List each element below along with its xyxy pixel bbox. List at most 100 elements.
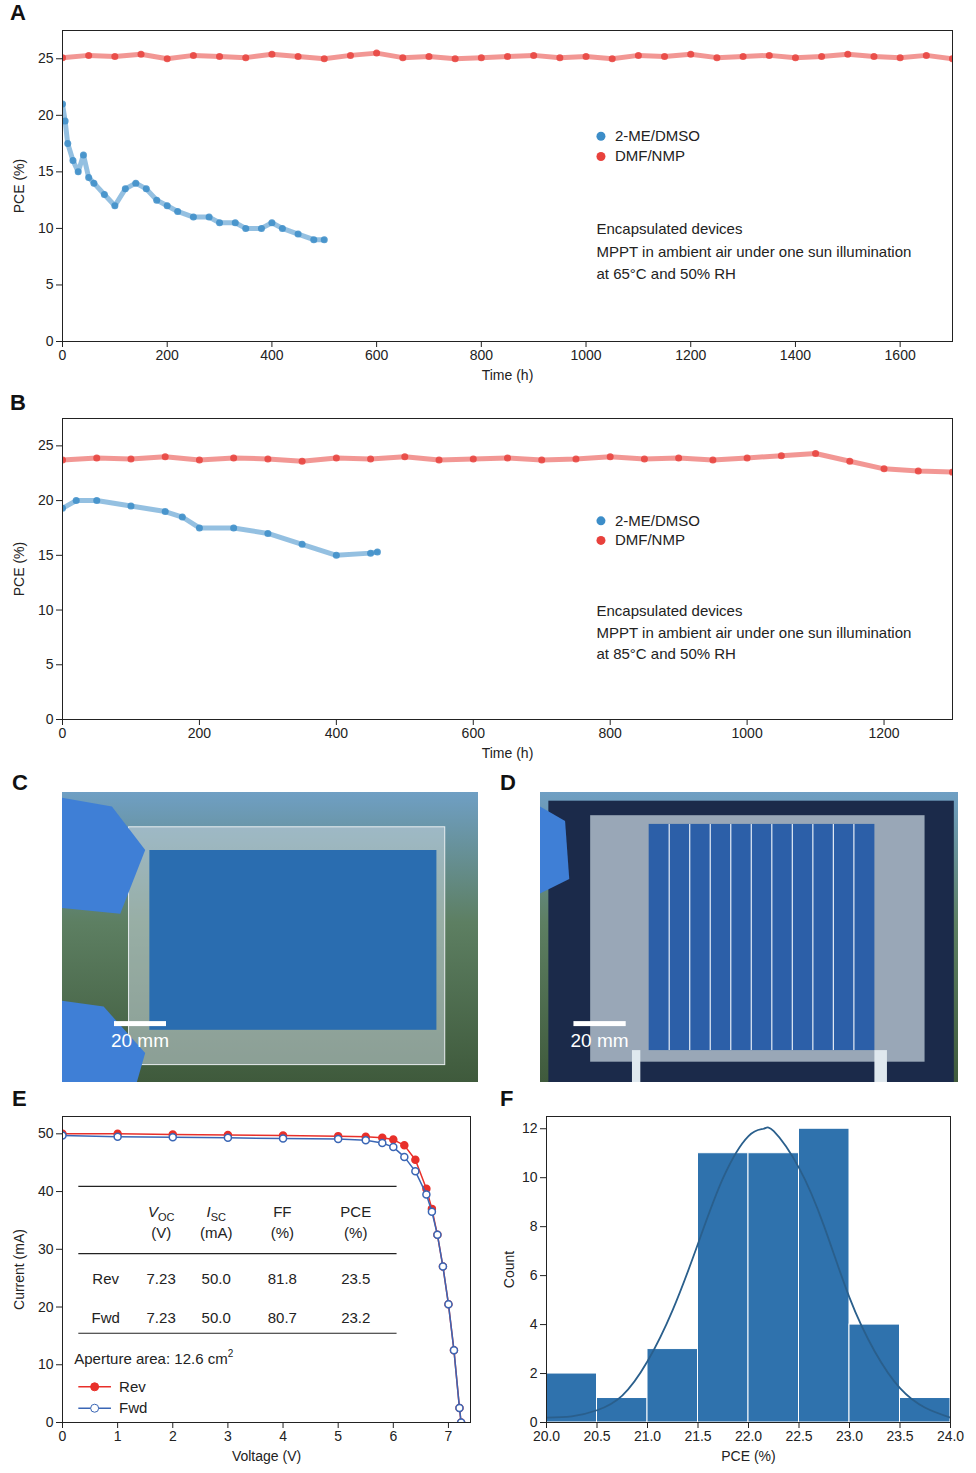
html-text:B: B: [10, 390, 26, 415]
svg-text:600: 600: [365, 347, 389, 363]
svg-text:5: 5: [46, 276, 54, 292]
svg-text:PCE (%): PCE (%): [11, 159, 27, 213]
svg-text:20: 20: [38, 492, 54, 508]
html-text:A: A: [10, 0, 26, 25]
svg-text:8: 8: [530, 1218, 538, 1234]
svg-text:3: 3: [224, 1428, 232, 1444]
svg-text:(%): (%): [271, 1224, 294, 1241]
svg-text:4: 4: [279, 1428, 287, 1444]
svg-text:21.5: 21.5: [684, 1428, 711, 1444]
svg-text:0: 0: [46, 711, 54, 727]
svg-text:22.0: 22.0: [735, 1428, 762, 1444]
svg-text:1600: 1600: [885, 347, 916, 363]
svg-text:25: 25: [38, 50, 54, 66]
svg-text:30: 30: [38, 1241, 54, 1257]
svg-text:DMF/NMP: DMF/NMP: [615, 147, 685, 164]
svg-text:800: 800: [470, 347, 494, 363]
svg-text:23.5: 23.5: [886, 1428, 913, 1444]
svg-text:PCE (%): PCE (%): [721, 1448, 775, 1464]
svg-text:0: 0: [46, 1414, 54, 1430]
svg-text:6: 6: [389, 1428, 397, 1444]
svg-text:ISC: ISC: [206, 1203, 226, 1223]
svg-text:400: 400: [325, 725, 349, 741]
svg-text:1: 1: [114, 1428, 122, 1444]
svg-text:24.0: 24.0: [937, 1428, 964, 1444]
svg-text:1000: 1000: [570, 347, 601, 363]
svg-text:50.0: 50.0: [202, 1270, 231, 1287]
svg-text:7: 7: [445, 1428, 453, 1444]
svg-text:Count: Count: [501, 1251, 517, 1288]
svg-text:Voltage (V): Voltage (V): [232, 1448, 301, 1464]
svg-text:10: 10: [522, 1169, 538, 1185]
svg-text:FF: FF: [273, 1203, 291, 1220]
svg-text:50.0: 50.0: [202, 1309, 231, 1326]
svg-text:20.0: 20.0: [533, 1428, 560, 1444]
svg-text:200: 200: [156, 347, 180, 363]
svg-text:Current (mA): Current (mA): [11, 1229, 27, 1310]
svg-text:2-ME/DMSO: 2-ME/DMSO: [615, 127, 700, 144]
svg-text:400: 400: [260, 347, 284, 363]
svg-text:1400: 1400: [780, 347, 811, 363]
svg-text:at 65°C and 50% RH: at 65°C and 50% RH: [597, 265, 736, 282]
svg-text:2: 2: [169, 1428, 177, 1444]
svg-text:20 mm: 20 mm: [571, 1030, 629, 1051]
svg-text:0: 0: [46, 333, 54, 349]
svg-text:22.5: 22.5: [785, 1428, 812, 1444]
svg-text:15: 15: [38, 547, 54, 563]
svg-text:7.23: 7.23: [147, 1270, 176, 1287]
svg-text:12: 12: [522, 1120, 538, 1136]
svg-text:21.0: 21.0: [634, 1428, 661, 1444]
svg-text:200: 200: [188, 725, 212, 741]
svg-text:0: 0: [59, 725, 67, 741]
svg-text:50: 50: [38, 1125, 54, 1141]
svg-text:20: 20: [38, 1299, 54, 1315]
svg-text:5: 5: [46, 656, 54, 672]
svg-text:800: 800: [599, 725, 623, 741]
svg-text:1200: 1200: [868, 725, 899, 741]
svg-text:20 mm: 20 mm: [111, 1030, 169, 1051]
svg-text:40: 40: [38, 1183, 54, 1199]
svg-text:MPPT in ambient air under one: MPPT in ambient air under one sun illumi…: [597, 243, 912, 260]
svg-text:10: 10: [38, 1356, 54, 1372]
svg-text:Aperture area: 12.6 cm2: Aperture area: 12.6 cm2: [74, 1348, 233, 1367]
svg-text:81.8: 81.8: [268, 1270, 297, 1287]
svg-text:Encapsulated devices: Encapsulated devices: [597, 220, 743, 237]
svg-text:2-ME/DMSO: 2-ME/DMSO: [615, 512, 700, 529]
svg-text:Encapsulated devices: Encapsulated devices: [597, 602, 743, 619]
svg-text:0: 0: [59, 347, 67, 363]
svg-text:VOC: VOC: [148, 1203, 175, 1223]
svg-text:23.5: 23.5: [341, 1270, 370, 1287]
svg-text:80.7: 80.7: [268, 1309, 297, 1326]
svg-text:20: 20: [38, 107, 54, 123]
svg-text:(V): (V): [151, 1224, 171, 1241]
svg-text:20.5: 20.5: [583, 1428, 610, 1444]
svg-text:7.23: 7.23: [147, 1309, 176, 1326]
svg-text:PCE (%): PCE (%): [11, 542, 27, 596]
svg-text:at 85°C and 50% RH: at 85°C and 50% RH: [597, 645, 736, 662]
svg-text:PCE: PCE: [340, 1203, 371, 1220]
svg-text:23.0: 23.0: [836, 1428, 863, 1444]
svg-text:MPPT in ambient air under one: MPPT in ambient air under one sun illumi…: [597, 624, 912, 641]
svg-text:2: 2: [530, 1365, 538, 1381]
svg-text:10: 10: [38, 602, 54, 618]
svg-text:Time (h): Time (h): [482, 367, 534, 383]
svg-text:4: 4: [530, 1316, 538, 1332]
svg-text:23.2: 23.2: [341, 1309, 370, 1326]
svg-text:600: 600: [462, 725, 486, 741]
svg-text:1000: 1000: [732, 725, 763, 741]
svg-text:0: 0: [59, 1428, 67, 1444]
svg-text:1200: 1200: [675, 347, 706, 363]
svg-text:Fwd: Fwd: [119, 1399, 147, 1416]
svg-text:Fwd: Fwd: [91, 1309, 119, 1326]
svg-text:Rev: Rev: [119, 1378, 146, 1395]
svg-text:DMF/NMP: DMF/NMP: [615, 531, 685, 548]
svg-text:15: 15: [38, 163, 54, 179]
svg-text:25: 25: [38, 437, 54, 453]
svg-text:(%): (%): [344, 1224, 367, 1241]
svg-text:(mA): (mA): [200, 1224, 233, 1241]
svg-text:Rev: Rev: [92, 1270, 119, 1287]
svg-text:6: 6: [530, 1267, 538, 1283]
svg-text:5: 5: [334, 1428, 342, 1444]
svg-text:Time (h): Time (h): [482, 745, 534, 761]
svg-text:10: 10: [38, 220, 54, 236]
